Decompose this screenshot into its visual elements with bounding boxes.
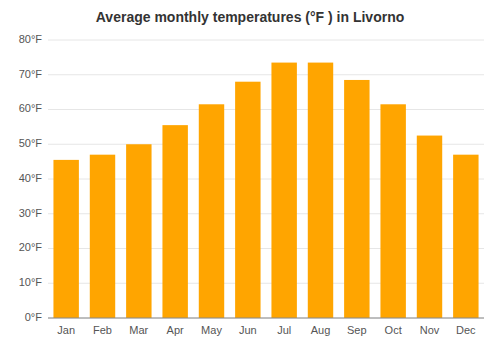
x-tick-label: Jul <box>277 324 291 336</box>
x-tick-label: Sep <box>347 324 367 336</box>
x-tick-label: Mar <box>129 324 148 336</box>
x-tick-label: Jun <box>239 324 257 336</box>
y-tick-label: 30°F <box>19 207 43 219</box>
bar <box>53 160 78 318</box>
y-tick-label: 40°F <box>19 172 43 184</box>
bar <box>453 155 478 318</box>
x-tick-label: Jan <box>57 324 75 336</box>
x-tick-label: Apr <box>167 324 184 336</box>
y-tick-label: 50°F <box>19 137 43 149</box>
y-tick-label: 60°F <box>19 102 43 114</box>
chart: Average monthly temperatures (°F ) in Li… <box>0 0 500 350</box>
bar <box>308 63 333 318</box>
x-tick-label: Aug <box>311 324 331 336</box>
bars <box>53 63 478 318</box>
title: Average monthly temperatures (°F ) in Li… <box>96 9 404 25</box>
bar <box>344 80 369 318</box>
bar <box>90 155 115 318</box>
bar <box>235 82 260 318</box>
x-tick-label: May <box>201 324 222 336</box>
bar <box>162 125 187 318</box>
grid-line <box>48 40 484 41</box>
y-axis: 0°F 10°F 20°F 30°F 40°F 50°F 60°F 70°F 80°F <box>19 33 43 323</box>
x-axis-line <box>48 318 484 319</box>
bar <box>271 63 296 318</box>
bar <box>199 104 224 318</box>
bar <box>417 136 442 318</box>
x-tick-label: Oct <box>385 324 402 336</box>
grid-line <box>48 74 484 75</box>
chart-container: Average monthly temperatures (°F ) in Li… <box>0 0 500 350</box>
grid-line <box>48 318 484 319</box>
x-axis: Jan Feb Mar Apr May Jun Jul Aug Sep Oct Nov Dec <box>48 318 484 336</box>
grid-line <box>48 109 484 110</box>
y-tick-label: 70°F <box>19 68 43 80</box>
x-tick-label: Dec <box>456 324 476 336</box>
bar <box>126 144 151 318</box>
y-tick-label: 10°F <box>19 276 43 288</box>
x-tick-label: Feb <box>93 324 112 336</box>
y-tick-label: 80°F <box>19 33 43 45</box>
y-tick-label: 20°F <box>19 241 43 253</box>
y-tick-label: 0°F <box>25 311 43 323</box>
bar <box>380 104 405 318</box>
y-grid <box>48 40 484 318</box>
x-tick-label: Nov <box>420 324 440 336</box>
